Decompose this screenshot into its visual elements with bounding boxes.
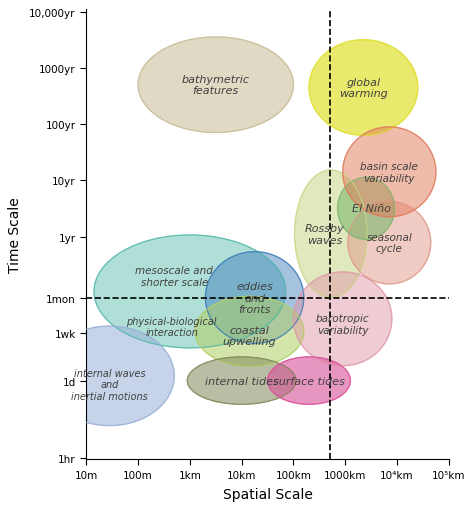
Text: internal waves
and
inertial motions: internal waves and inertial motions: [71, 368, 148, 401]
Text: seasonal
cycle: seasonal cycle: [366, 233, 412, 254]
Text: coastal
upwelling: coastal upwelling: [223, 325, 276, 347]
Text: basin scale
variability: basin scale variability: [360, 162, 418, 183]
Ellipse shape: [348, 202, 431, 285]
Ellipse shape: [205, 252, 304, 344]
X-axis label: Spatial Scale: Spatial Scale: [223, 487, 312, 501]
Text: internal tides: internal tides: [205, 376, 279, 386]
Text: barotropic
variability: barotropic variability: [316, 314, 370, 335]
Text: physical-biological
interaction: physical-biological interaction: [127, 316, 217, 338]
Ellipse shape: [293, 272, 392, 366]
Y-axis label: Time Scale: Time Scale: [9, 197, 22, 273]
Text: El Niño: El Niño: [352, 204, 391, 214]
Ellipse shape: [309, 41, 418, 136]
Ellipse shape: [337, 178, 394, 240]
Ellipse shape: [94, 236, 286, 348]
Ellipse shape: [343, 128, 436, 217]
Ellipse shape: [187, 357, 296, 405]
Text: eddies
and
fronts: eddies and fronts: [236, 281, 273, 315]
Ellipse shape: [195, 297, 304, 366]
Ellipse shape: [45, 326, 174, 426]
Ellipse shape: [294, 171, 367, 298]
Text: global
warming: global warming: [339, 77, 388, 99]
Ellipse shape: [267, 357, 350, 405]
Text: Rossby
waves: Rossby waves: [305, 223, 345, 245]
Text: mesoscale and
shorter scale: mesoscale and shorter scale: [136, 266, 213, 288]
Text: bathymetric
features: bathymetric features: [182, 75, 250, 96]
Ellipse shape: [138, 38, 293, 133]
Text: surface tides: surface tides: [273, 376, 345, 386]
